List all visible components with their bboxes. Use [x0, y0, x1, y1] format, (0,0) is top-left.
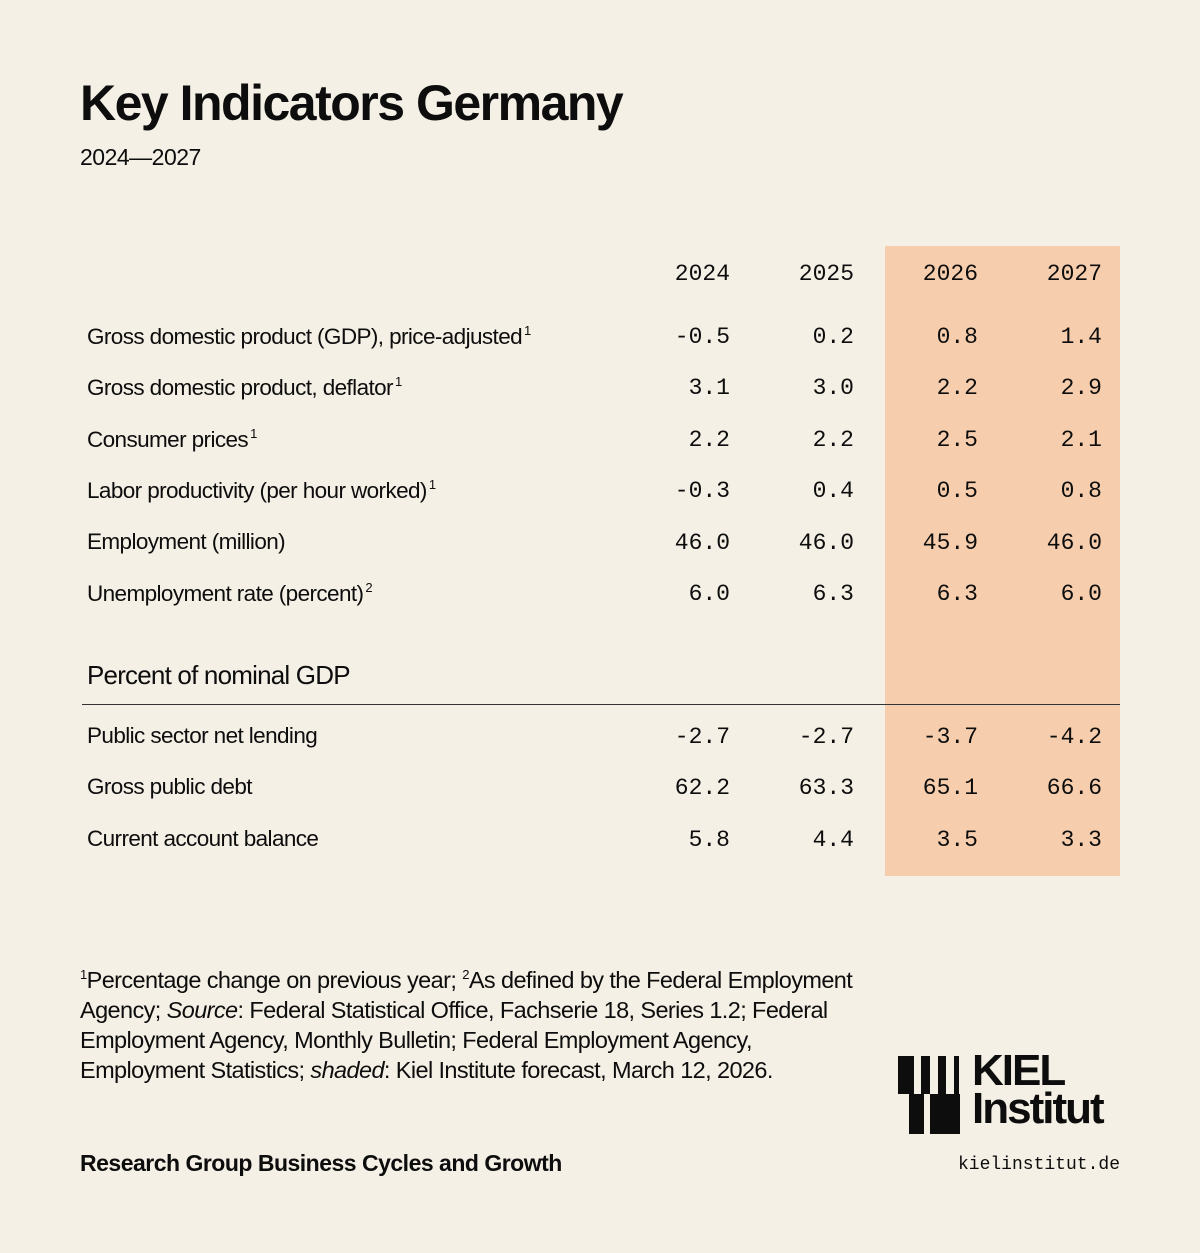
- table-cell: 3.3: [1060, 826, 1102, 853]
- table-cell: 6.3: [936, 581, 978, 607]
- table-cell: 5.8: [688, 826, 730, 853]
- logo-wordmark: KIEL Institut: [972, 1046, 1105, 1133]
- table-cell: 6.3: [812, 581, 854, 607]
- column-header: 2024: [674, 261, 730, 287]
- page-title: Key Indicators Germany: [80, 75, 624, 131]
- subtitle: 2024—2027: [80, 144, 201, 170]
- footnote-text: Percentage change on previous year;: [86, 967, 463, 993]
- table-cell: 0.4: [812, 478, 854, 505]
- table-cell: 3.1: [688, 375, 730, 402]
- forecast-shading: [885, 246, 1120, 876]
- table-cell: -2.7: [798, 724, 854, 750]
- website-url: kielinstitut.de: [957, 1155, 1120, 1175]
- row-label: Current account balance: [87, 825, 319, 852]
- footnote-marker: 1: [80, 967, 87, 982]
- footnote-text: As defined by the Federal Employment Age…: [80, 967, 853, 1023]
- table-cell: 46.0: [674, 529, 730, 556]
- table-cell: 46.0: [798, 529, 854, 556]
- table-cell: 6.0: [688, 581, 730, 607]
- table-cell: -2.7: [674, 724, 730, 750]
- row-label-text: Employment (million): [87, 528, 286, 554]
- row-label: Gross public debt: [87, 774, 252, 800]
- row-label-text: Current account balance: [87, 825, 319, 851]
- row-label: Consumer prices 1: [87, 426, 257, 453]
- footnote-text: : Kiel Institute forecast, March 12, 202…: [383, 1057, 773, 1083]
- table-cell: 66.6: [1046, 775, 1102, 802]
- table-cell: 0.8: [936, 324, 978, 350]
- row-label-text: Unemployment rate (percent): [87, 581, 364, 606]
- row-label: Employment (million): [87, 528, 286, 555]
- table-cell: 6.0: [1060, 581, 1102, 607]
- table-cell: 2.2: [688, 426, 730, 453]
- table-cell: 0.2: [812, 324, 854, 350]
- logo-line-1: KIEL: [972, 1046, 1066, 1095]
- footnote-marker: 1: [250, 425, 257, 441]
- table-cell: 65.1: [922, 775, 978, 802]
- footnote-marker: 1: [394, 374, 402, 390]
- section-divider: [82, 704, 1120, 705]
- table-cell: 45.9: [922, 529, 978, 556]
- table-cell: 3.5: [936, 826, 978, 853]
- row-label-text: Gross domestic product (GDP), price-adju…: [87, 324, 523, 349]
- table-cell: -0.5: [674, 324, 730, 350]
- column-header: 2026: [922, 261, 978, 287]
- row-label-text: Gross public debt: [87, 774, 252, 800]
- logo-line-2: Institut: [972, 1084, 1105, 1133]
- table-cell: 3.0: [812, 375, 854, 402]
- table-cell: 2.2: [936, 375, 978, 402]
- table-cell: 63.3: [798, 775, 854, 802]
- kiel-institut-logo: [898, 1056, 1128, 1136]
- table-cell: 46.0: [1046, 529, 1102, 556]
- footnote-marker: 1: [524, 323, 531, 338]
- row-label-text: Labor productivity (per hour worked): [87, 478, 427, 504]
- column-header: 2027: [1046, 261, 1102, 287]
- footnote-marker: 2: [462, 967, 469, 982]
- table-cell: 2.5: [936, 426, 978, 453]
- table-cell: 0.5: [936, 478, 978, 505]
- row-label: Public sector net lending: [87, 723, 318, 749]
- section-title: Percent of nominal GDP: [87, 660, 351, 690]
- table-cell: 1.4: [1060, 324, 1102, 350]
- table-cell: 2.9: [1060, 375, 1102, 402]
- table-cell: -0.3: [674, 478, 730, 505]
- table-cell: 2.2: [812, 426, 854, 453]
- source-label: Source: [166, 997, 238, 1023]
- table-cell: -3.7: [922, 724, 978, 750]
- footnote-marker: 2: [365, 580, 373, 595]
- table-cell: 4.4: [812, 826, 854, 853]
- row-label-text: Gross domestic product, deflator: [87, 375, 394, 401]
- footnote: 1Percentage change on previous year; 2As…: [80, 960, 860, 1085]
- row-label-text: Public sector net lending: [87, 723, 318, 748]
- row-label-text: Consumer prices: [87, 426, 249, 452]
- row-label: Unemployment rate (percent) 2: [87, 580, 373, 607]
- row-label: Gross domestic product (GDP), price-adju…: [87, 323, 531, 350]
- shaded-label: shaded: [310, 1057, 384, 1083]
- table-cell: 62.2: [674, 775, 730, 802]
- research-group: Research Group Business Cycles and Growt…: [80, 1150, 562, 1176]
- footnote-marker: 1: [428, 477, 436, 493]
- footnote-text: : Federal Statistical Office, Fachserie …: [80, 997, 828, 1083]
- table-cell: -4.2: [1046, 724, 1102, 750]
- table-cell: 0.8: [1060, 478, 1102, 505]
- table-cell: 2.1: [1060, 426, 1102, 453]
- column-header: 2025: [798, 261, 854, 287]
- row-label: Labor productivity (per hour worked) 1: [87, 477, 436, 504]
- row-label: Gross domestic product, deflator 1: [87, 374, 402, 401]
